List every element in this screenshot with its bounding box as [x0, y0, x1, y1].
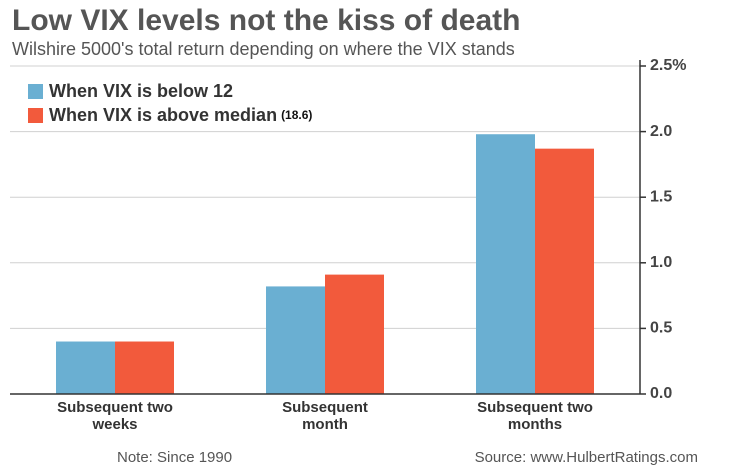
y-tick-label: 2.0	[650, 123, 672, 140]
chart-title: Low VIX levels not the kiss of death	[12, 4, 520, 37]
y-tick-label: 1.0	[650, 254, 672, 271]
y-tick-label: 2.5%	[650, 57, 686, 74]
bar	[56, 341, 115, 394]
y-tick-label: 1.5	[650, 188, 672, 205]
bar	[476, 134, 535, 394]
x-tick-label: Subsequent two weeks	[57, 399, 173, 433]
legend-swatch	[28, 108, 43, 123]
source: Source: www.HulbertRatings.com	[475, 449, 698, 466]
note: Note: Since 1990	[117, 449, 232, 466]
bar	[266, 286, 325, 394]
legend-swatch	[28, 84, 43, 99]
legend-label: When VIX is above median	[49, 105, 277, 125]
bar	[325, 274, 384, 394]
x-tick-label: Subsequent month	[282, 399, 368, 433]
bar	[535, 148, 594, 394]
y-tick-label: 0.5	[650, 320, 672, 337]
x-tick-label: Subsequent two months	[477, 399, 593, 433]
y-tick-label: 0.0	[650, 385, 672, 402]
bar	[115, 341, 174, 394]
chart-subtitle: Wilshire 5000's total return depending o…	[12, 39, 515, 59]
legend-label: When VIX is below 12	[49, 81, 233, 101]
legend-annotation: (18.6)	[281, 108, 312, 122]
